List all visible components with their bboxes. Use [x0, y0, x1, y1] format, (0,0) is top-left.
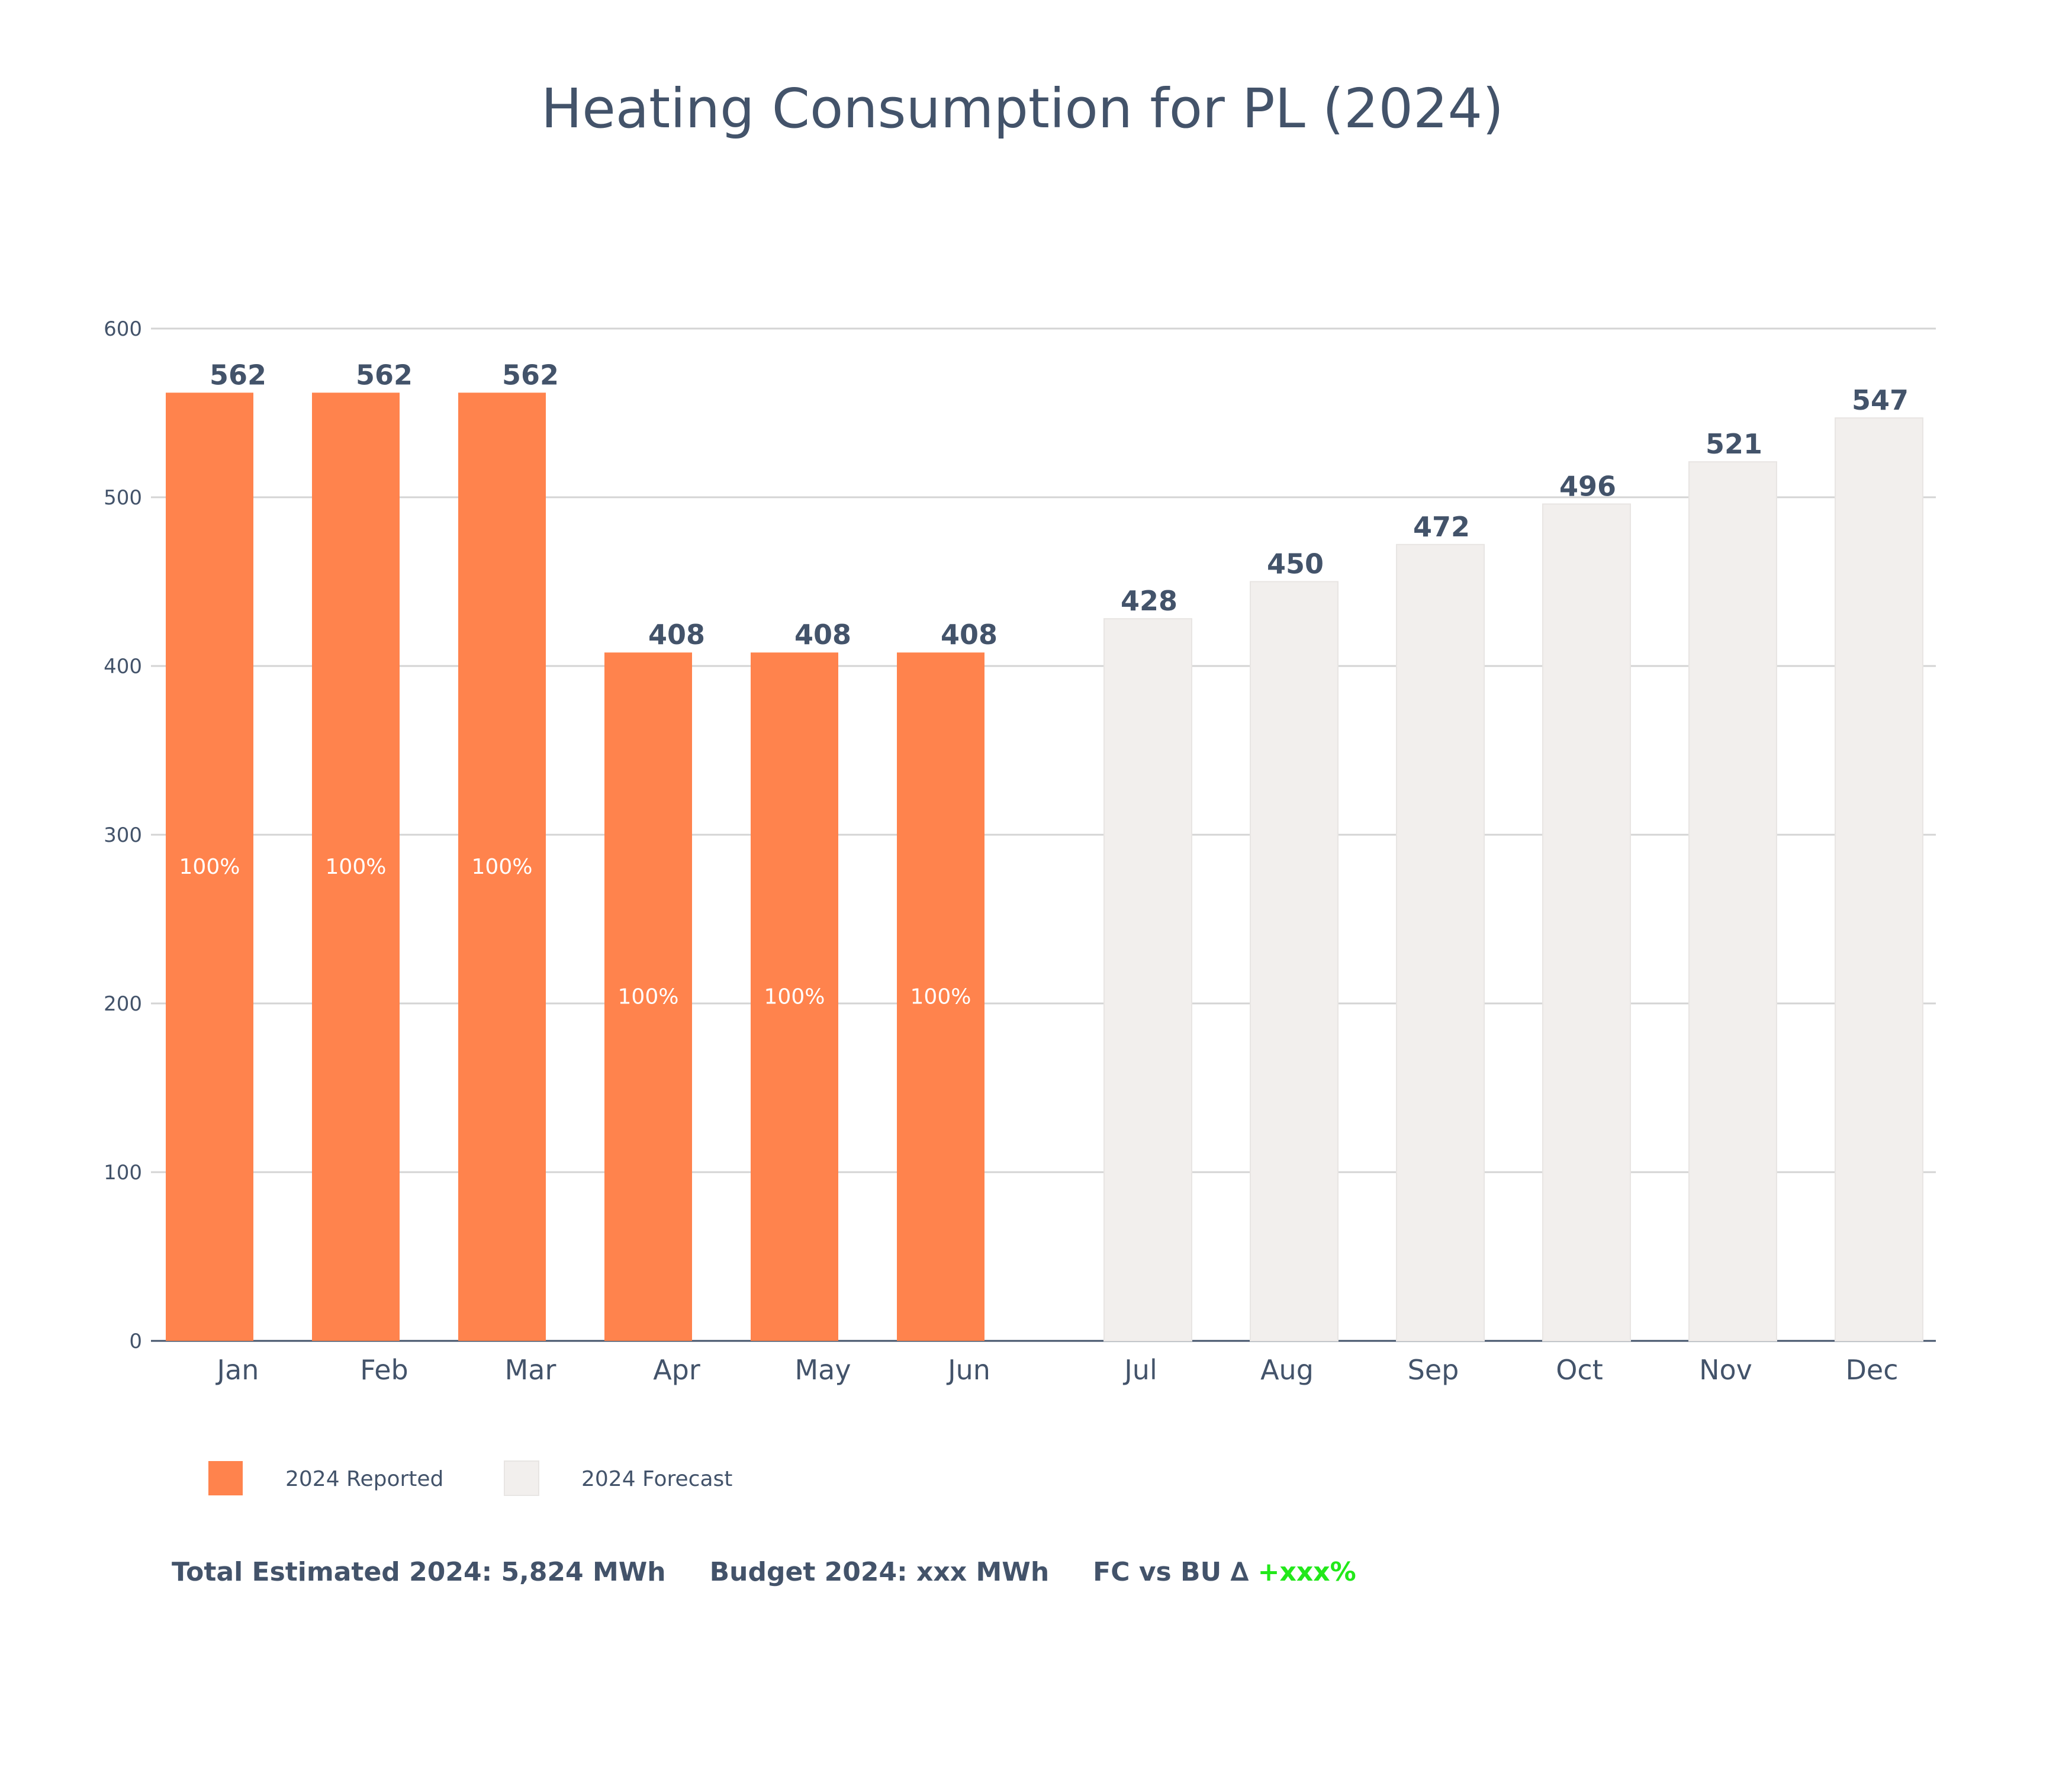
x-tick-label: Aug [1260, 1354, 1314, 1386]
bar [1835, 417, 1923, 1341]
data-label: 450 [1267, 548, 1324, 580]
data-label: 521 [1706, 428, 1762, 460]
bar [166, 392, 253, 1341]
legend-label: 2024 Forecast [581, 1467, 732, 1491]
bar [1396, 543, 1485, 1341]
chart-title: Heating Consumption for PL (2024) [541, 77, 1504, 140]
legend-label: 2024 Reported [285, 1467, 443, 1491]
x-tick-label: Dec [1845, 1354, 1898, 1386]
bars [166, 392, 1923, 1341]
x-tick-label: Mar [505, 1354, 556, 1386]
y-tick-label: 100 [104, 1161, 142, 1185]
data-label: 408 [941, 619, 998, 651]
y-tick-label: 200 [104, 992, 142, 1016]
bar [1103, 618, 1192, 1341]
inner-label: 100% [472, 855, 533, 879]
y-tick-label: 500 [104, 486, 142, 510]
x-tick-label: Apr [653, 1354, 700, 1386]
y-tick-label: 600 [104, 317, 142, 341]
data-label: 496 [1559, 470, 1616, 502]
data-label: 562 [210, 359, 266, 391]
y-tick-label: 300 [104, 823, 142, 847]
grid: 0 100 200 300 400 500 600 [104, 317, 1936, 1353]
inner-label: 100% [179, 855, 240, 879]
inner-label: 100% [618, 985, 679, 1009]
inner-label: 100% [764, 985, 825, 1009]
delta-label: FC vs BU ∆ [1093, 1557, 1249, 1587]
value-labels: 562 100% 562 100% 562 100% 408 100% 408 100% 408 10… [179, 359, 1909, 1009]
data-label: 428 [1121, 585, 1177, 617]
inner-label: 100% [326, 855, 387, 879]
bar [604, 652, 692, 1341]
y-tick-label: 400 [104, 655, 142, 678]
inner-label: 100% [910, 985, 971, 1009]
x-tick-label: Oct [1556, 1354, 1603, 1386]
x-axis: Jan Feb Mar Apr May Jun Jul Aug Sep Oct Nov Dec [215, 1354, 1899, 1386]
delta-value: +xxx% [1257, 1557, 1356, 1587]
data-label: 472 [1413, 511, 1470, 543]
x-tick-label: Jul [1122, 1354, 1157, 1386]
legend-swatch [504, 1460, 539, 1496]
bar [312, 392, 400, 1341]
bar [1688, 461, 1777, 1341]
x-tick-label: Nov [1699, 1354, 1752, 1386]
data-label: 547 [1852, 384, 1909, 416]
data-label: 408 [794, 619, 851, 651]
bar [458, 392, 546, 1341]
bar [897, 652, 984, 1341]
x-tick-label: May [794, 1354, 851, 1386]
footer-summary: Total Estimated 2024: 5,824 MWh Budget 20… [172, 1557, 1356, 1587]
data-label: 562 [502, 359, 559, 391]
y-tick-label: 0 [129, 1330, 142, 1353]
x-tick-label: Feb [360, 1354, 408, 1386]
legend-swatch [208, 1461, 243, 1495]
data-label: 408 [648, 619, 705, 651]
x-tick-label: Jun [946, 1354, 990, 1386]
bar [1250, 581, 1339, 1341]
budget: Budget 2024: xxx MWh [709, 1557, 1050, 1587]
bar [751, 652, 838, 1341]
total-estimated: Total Estimated 2024: 5,824 MWh [172, 1557, 666, 1587]
x-tick-label: Sep [1408, 1354, 1459, 1386]
x-tick-label: Jan [215, 1354, 259, 1386]
data-label: 562 [356, 359, 413, 391]
bar [1542, 503, 1631, 1341]
legend: 2024 Reported 2024 Forecast [208, 1460, 732, 1496]
